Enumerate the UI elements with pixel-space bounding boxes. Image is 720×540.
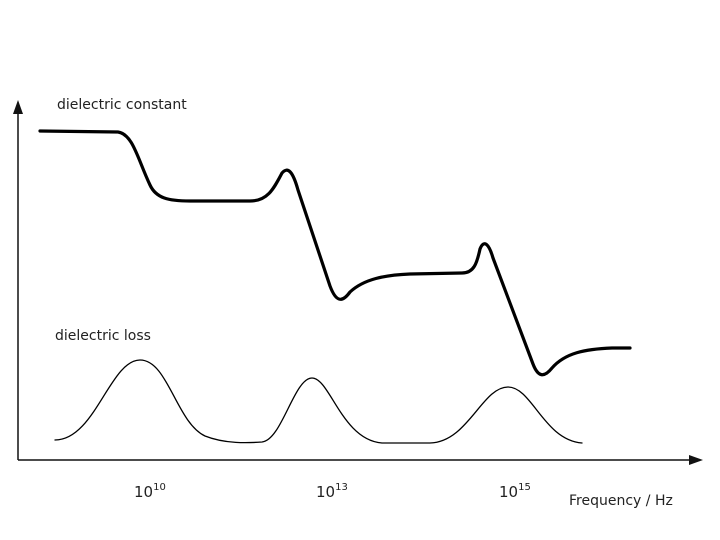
series-line-dielectric-loss [54,359,583,444]
x-axis-label: Frequency / Hz [569,493,673,509]
y-axis-arrow-icon [13,100,23,114]
x-tick-label: 1015 [499,482,531,501]
x-tick-label: 1013 [316,482,348,501]
series-line-dielectric-constant [38,129,632,377]
x-tick-label: 1010 [134,482,166,501]
series-label-dielectric-constant: dielectric constant [57,97,187,113]
x-axis-arrow-icon [689,455,703,465]
series-label-dielectric-loss: dielectric loss [55,328,151,344]
